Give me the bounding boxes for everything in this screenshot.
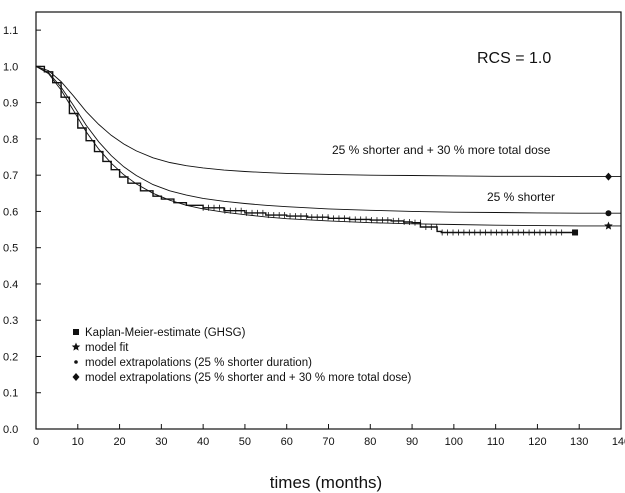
x-tick-label: 50 xyxy=(239,436,251,448)
model-fit-line xyxy=(35,66,621,227)
y-axis: 0.0 0.1 0.2 0.3 0.4 0.5 0.6 0.7 0.8 0.9 1.0 1.1 xyxy=(3,25,41,436)
x-tick-label: 80 xyxy=(364,436,376,448)
legend-square-marker xyxy=(73,329,79,335)
model-fit-end-marker xyxy=(604,221,613,230)
legend-label-kaplan-meier: Kaplan-Meier-estimate (GHSG) xyxy=(85,327,246,339)
legend-label-extrapolation-shorter: model extrapolations (25 % shorter durat… xyxy=(85,357,312,369)
x-tick-label: 0 xyxy=(33,436,39,448)
x-tick-label: 10 xyxy=(72,436,84,448)
extrapolation-shorter-more-dose-line xyxy=(35,65,621,178)
x-tick-label: 60 xyxy=(281,436,293,448)
legend: Kaplan-Meier-estimate (GHSG) model fit mod… xyxy=(71,327,411,384)
extrapolation-shorter-end-marker xyxy=(605,210,612,217)
y-tick-label: 0.2 xyxy=(3,351,18,363)
x-tick-label: 110 xyxy=(487,436,505,448)
kaplan-meier-end-marker xyxy=(572,229,579,236)
y-tick-label: 0.6 xyxy=(3,206,18,218)
x-tick-label: 40 xyxy=(197,436,209,448)
legend-label-model-fit: model fit xyxy=(85,342,129,354)
x-tick-label: 20 xyxy=(113,436,125,448)
y-tick-label: 0.8 xyxy=(3,134,18,146)
y-tick-label: 0.0 xyxy=(3,424,18,436)
x-axis-title: times (months) xyxy=(270,473,382,492)
legend-star-marker xyxy=(71,342,81,351)
upper-curve-label: 25 % shorter and + 30 % more total dose xyxy=(332,143,551,157)
legend-dot-marker xyxy=(74,360,78,364)
x-tick-label: 130 xyxy=(570,436,588,448)
rcs-annotation: RCS = 1.0 xyxy=(477,50,551,67)
y-tick-label: 1.1 xyxy=(3,25,18,37)
marker-layer xyxy=(202,172,613,236)
y-tick-label: 0.4 xyxy=(3,279,18,291)
x-tick-label: 70 xyxy=(322,436,334,448)
x-tick-label: 120 xyxy=(528,436,546,448)
x-tick-label: 100 xyxy=(445,436,463,448)
x-axis: 0 10 20 30 40 50 60 70 80 90 100 110 120 130 140 xyxy=(33,424,625,448)
extrapolation-more-dose-end-marker xyxy=(604,172,612,181)
legend-label-extrapolation-shorter-more-dose: model extrapolations (25 % shorter and +… xyxy=(85,372,411,384)
x-tick-label: 140 xyxy=(612,436,625,448)
extrapolation-shorter-line xyxy=(35,65,621,214)
legend-diamond-marker xyxy=(72,373,80,381)
y-tick-label: 0.1 xyxy=(3,388,18,400)
y-tick-label: 0.9 xyxy=(3,98,18,110)
y-tick-label: 0.7 xyxy=(3,170,18,182)
x-tick-label: 90 xyxy=(406,436,418,448)
x-tick-label: 30 xyxy=(155,436,167,448)
middle-curve-label: 25 % shorter xyxy=(487,190,555,204)
y-tick-label: 0.3 xyxy=(3,315,18,327)
y-tick-label: 1.0 xyxy=(3,61,18,73)
y-tick-label: 0.5 xyxy=(3,243,18,255)
